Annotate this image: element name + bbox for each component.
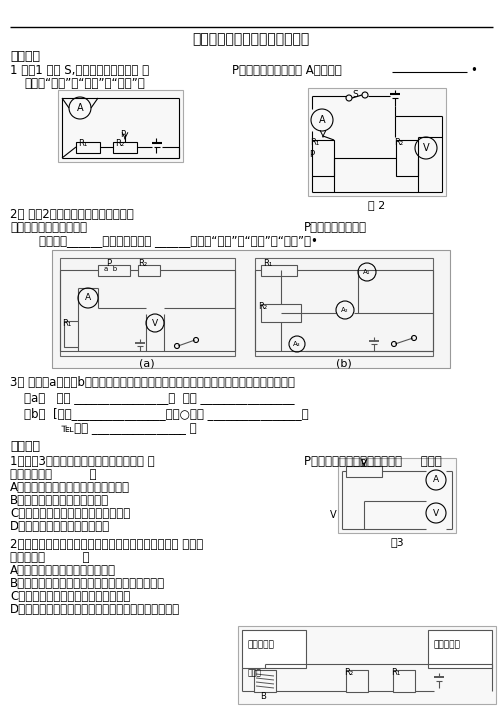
Text: P向上移动时，电流: P向上移动时，电流: [304, 221, 367, 234]
Text: 二、选择: 二、选择: [10, 440, 40, 453]
Text: 正确的是（          ）: 正确的是（ ）: [10, 551, 90, 564]
Text: R₂: R₂: [394, 138, 403, 147]
Text: 示数变化是（          ）: 示数变化是（ ）: [10, 468, 97, 481]
Text: S: S: [352, 90, 358, 99]
Text: R₂: R₂: [258, 302, 267, 311]
Text: 2、如图是一个自动体重测试仪的工作原理图，有关它 的说法: 2、如图是一个自动体重测试仪的工作原理图，有关它 的说法: [10, 538, 203, 551]
Text: 2、 如图2所示的电路中，电源电压不: 2、 如图2所示的电路中，电源电压不: [10, 208, 134, 221]
Text: R₂: R₂: [138, 259, 147, 268]
Text: R₂: R₂: [115, 139, 124, 148]
Text: A₃: A₃: [293, 341, 301, 347]
Text: •: •: [470, 64, 477, 77]
Text: D、体重测试仪所测体重越大，体重显示表的示数越大: D、体重测试仪所测体重越大，体重显示表的示数越大: [10, 603, 180, 616]
Bar: [52, 250, 450, 368]
Text: 表的示数______，电压表的示数 ______（选填“变大”、“变小”或“不变”）•: 表的示数______，电压表的示数 ______（选填“变大”、“变小”或“不变…: [24, 234, 318, 247]
Text: A₁: A₁: [363, 269, 371, 275]
Bar: [346, 466, 382, 477]
Bar: [428, 630, 492, 668]
Text: A: A: [85, 294, 91, 302]
Text: P: P: [360, 459, 365, 468]
Text: R₁: R₁: [310, 138, 319, 147]
Text: A: A: [76, 103, 83, 113]
Text: P向右移动时，电流表 A的示数将: P向右移动时，电流表 A的示数将: [232, 64, 342, 77]
Text: P: P: [120, 130, 125, 139]
Text: V: V: [423, 143, 430, 153]
Text: （b）  [读数________________，住○读数 ________________，: （b） [读数________________，住○读数 ___________…: [24, 407, 309, 420]
Text: C、电流表示数变大，电压表示数变小: C、电流表示数变大，电压表示数变小: [10, 507, 130, 520]
Text: R₁: R₁: [78, 139, 87, 148]
Text: (a): (a): [139, 359, 155, 369]
Bar: [308, 88, 446, 196]
Text: B、体重测试仪电路由于缺少开关，始终处于通路: B、体重测试仪电路由于缺少开关，始终处于通路: [10, 577, 165, 590]
Text: （a）   读数 ________________，  读数 ________________: （a） 读数 ________________， 读数 ____________…: [24, 392, 294, 405]
Text: a  b: a b: [104, 266, 117, 272]
Text: 图3: 图3: [390, 537, 404, 547]
Text: V: V: [330, 510, 337, 520]
Text: B: B: [260, 692, 266, 701]
Text: B、电流表，电压表示数都变大: B、电流表，电压表示数都变大: [10, 494, 109, 507]
Text: 图 2: 图 2: [368, 200, 386, 210]
Bar: [393, 670, 415, 692]
Text: 体重显示计: 体重显示计: [434, 640, 461, 649]
Text: R₂: R₂: [344, 668, 353, 677]
Text: 1、如图3所示的电路，滑动变阵器的滑片 的: 1、如图3所示的电路，滑动变阵器的滑片 的: [10, 455, 154, 468]
Bar: [138, 265, 160, 276]
Bar: [58, 90, 183, 162]
Bar: [113, 142, 137, 153]
Text: ℡实数 ________________ 。: ℡实数 ________________ 。: [24, 422, 197, 435]
Bar: [338, 458, 456, 533]
Bar: [76, 142, 100, 153]
Bar: [312, 140, 334, 176]
Text: C、体重越大，体重显示表的示数越大: C、体重越大，体重显示表的示数越大: [10, 590, 130, 603]
Text: P向右滑动的过程中，电流表和     电压表: P向右滑动的过程中，电流表和 电压表: [304, 455, 442, 468]
Text: 一、填空: 一、填空: [10, 50, 40, 63]
Bar: [255, 258, 433, 356]
Bar: [60, 258, 235, 356]
Text: 1 如图1 闭合 S,当滑动变阵器的滑片 填: 1 如图1 闭合 S,当滑动变阵器的滑片 填: [10, 64, 149, 77]
Text: A、电流表示数变小，电压表示数变大: A、电流表示数变小，电压表示数变大: [10, 481, 130, 494]
Text: R₁: R₁: [62, 319, 71, 328]
Text: P: P: [309, 150, 314, 159]
Bar: [98, 265, 130, 276]
Text: A₂: A₂: [341, 307, 349, 313]
Text: A: A: [319, 115, 325, 125]
Bar: [261, 304, 301, 322]
Bar: [261, 265, 297, 276]
Text: 电流表电压表示数变化专题练习: 电流表电压表示数变化专题练习: [192, 32, 310, 46]
Text: V: V: [433, 508, 439, 518]
Text: 变，当滑动变阵器的滑片: 变，当滑动变阵器的滑片: [10, 221, 87, 234]
Text: D、电流表，电压表示数都变小: D、电流表，电压表示数都变小: [10, 520, 110, 533]
Bar: [64, 321, 78, 347]
Text: R₁: R₁: [391, 668, 400, 677]
Text: 体重测试台: 体重测试台: [248, 640, 275, 649]
Bar: [238, 626, 496, 704]
Bar: [242, 630, 306, 668]
Bar: [396, 140, 418, 176]
Text: A、体重显示是用电压表改装成的: A、体重显示是用电压表改装成的: [10, 564, 116, 577]
Text: （选填“变小”、“不变”或“变大”）: （选填“变小”、“不变”或“变大”）: [24, 77, 145, 90]
Bar: [254, 670, 276, 692]
Text: (b): (b): [336, 359, 352, 369]
Text: V: V: [152, 319, 158, 328]
Text: 3、 如图（a）、（b）两电路中滑动变阵器滑片向左移动，判断电路中各电表如何变化。: 3、 如图（a）、（b）两电路中滑动变阵器滑片向左移动，判断电路中各电表如何变化…: [10, 376, 295, 389]
Text: P: P: [106, 259, 111, 268]
Text: R₁: R₁: [263, 259, 272, 268]
Bar: [346, 670, 368, 692]
Text: A: A: [433, 476, 439, 484]
Text: 弹簧件: 弹簧件: [248, 668, 262, 677]
